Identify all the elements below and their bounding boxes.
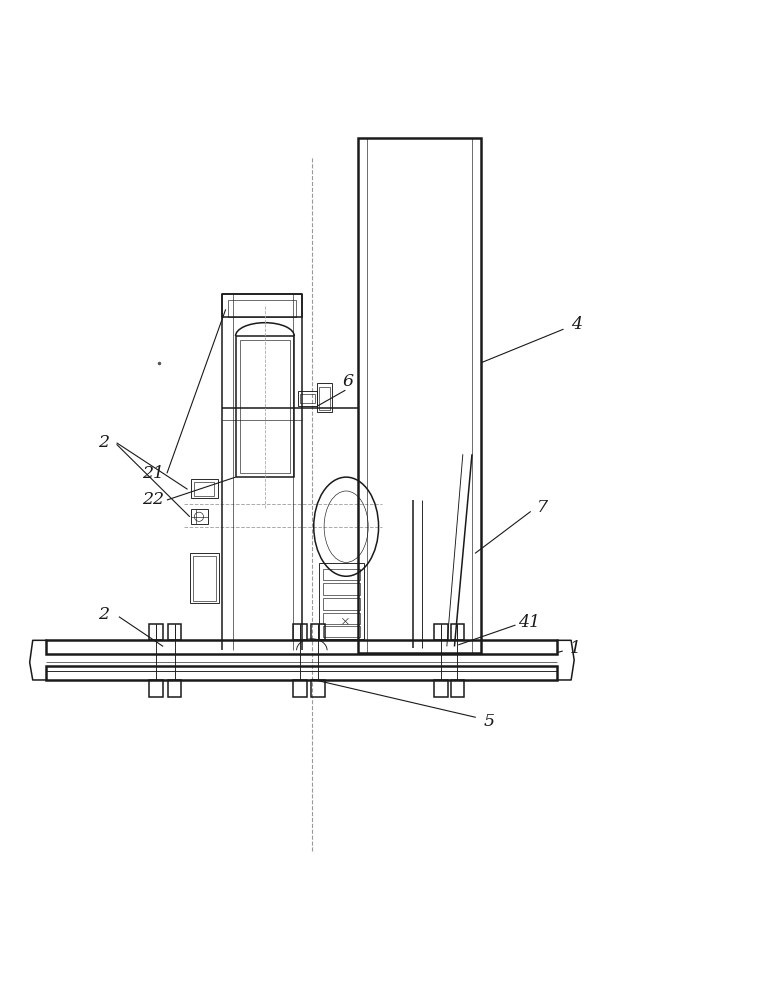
Text: 5: 5 <box>484 713 494 730</box>
Bar <box>323 598 360 610</box>
Bar <box>323 613 360 624</box>
Bar <box>451 680 465 697</box>
Text: 1: 1 <box>569 640 581 657</box>
Text: 22: 22 <box>142 491 164 508</box>
Bar <box>191 479 218 498</box>
Bar <box>434 680 448 697</box>
Bar <box>434 624 448 640</box>
Bar <box>319 563 364 639</box>
Bar <box>300 394 315 403</box>
Bar <box>293 624 306 640</box>
Text: 6: 6 <box>343 373 354 390</box>
Bar <box>228 300 296 317</box>
Text: 2: 2 <box>98 606 109 623</box>
Text: 4: 4 <box>571 316 582 333</box>
Text: 41: 41 <box>518 614 540 631</box>
Bar <box>311 624 325 640</box>
Bar <box>150 680 163 697</box>
Bar <box>323 626 360 637</box>
Bar <box>311 680 325 697</box>
Bar <box>193 556 215 601</box>
Text: 2: 2 <box>98 434 109 451</box>
Bar <box>317 383 332 412</box>
Bar <box>240 340 290 473</box>
Bar <box>298 391 317 406</box>
Bar <box>189 553 219 603</box>
Bar <box>323 583 360 595</box>
Bar <box>191 509 208 524</box>
Bar <box>358 138 481 653</box>
Bar <box>150 624 163 640</box>
Bar <box>235 336 294 477</box>
Bar <box>451 624 465 640</box>
Bar <box>168 624 181 640</box>
Bar <box>319 387 330 410</box>
Text: 21: 21 <box>142 465 164 482</box>
Bar <box>168 680 181 697</box>
Bar <box>194 482 214 496</box>
Bar <box>47 666 558 680</box>
Bar <box>323 569 360 580</box>
Bar <box>293 680 306 697</box>
Bar <box>222 294 302 317</box>
Bar <box>47 640 558 654</box>
Text: 7: 7 <box>536 499 548 516</box>
